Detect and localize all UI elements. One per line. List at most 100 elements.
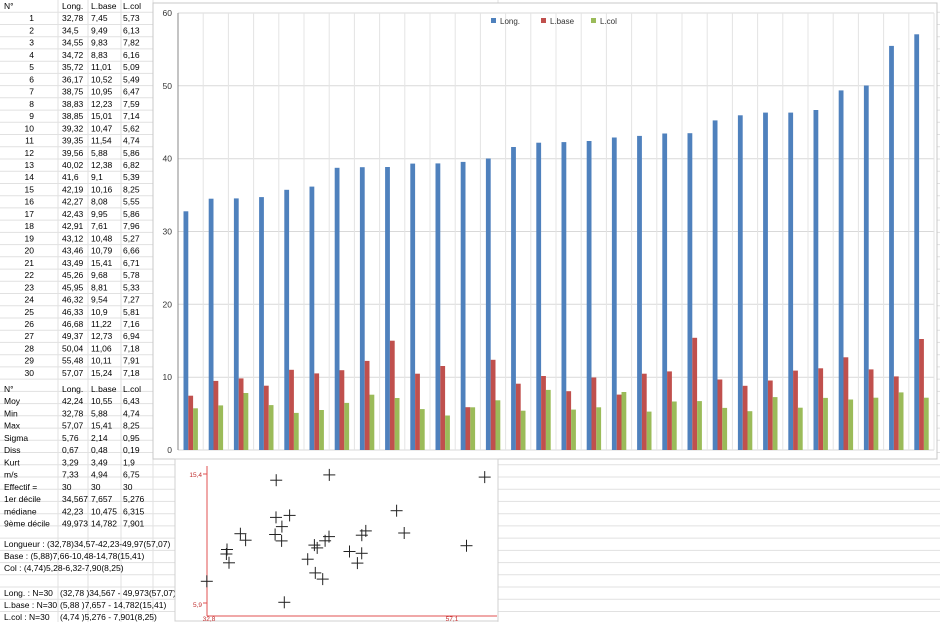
bar[interactable]	[697, 401, 702, 450]
table-cell-index[interactable]: 21	[25, 258, 35, 268]
stats-cell[interactable]: 57,07	[62, 421, 84, 431]
table-cell[interactable]: 5,86	[123, 148, 140, 158]
table-cell[interactable]: 10,47	[91, 123, 113, 133]
table-cell[interactable]: 6,47	[123, 87, 140, 97]
table-cell[interactable]: 9,68	[91, 270, 108, 280]
summary-line-longueur[interactable]: Longueur : (32,78)34,57-42,23-49,97(57,0…	[4, 539, 171, 549]
bar[interactable]	[385, 167, 390, 450]
count-label-base[interactable]: L.base : N=30	[4, 600, 57, 610]
bar[interactable]	[359, 167, 365, 450]
bar[interactable]	[289, 369, 294, 450]
count-range-col[interactable]: (4,74 )5,276 - 7,901(8,25)	[60, 612, 157, 622]
table-cell[interactable]: 11,01	[91, 62, 112, 72]
scatter-point[interactable]	[239, 534, 252, 547]
stats-row-label[interactable]: Max	[4, 421, 21, 431]
bar[interactable]	[843, 357, 849, 450]
stats-cell[interactable]: 6,75	[123, 470, 140, 480]
bar[interactable]	[616, 394, 622, 450]
table-cell-index[interactable]: 7	[29, 87, 34, 97]
stats-row-label[interactable]: Effectif =	[4, 482, 37, 492]
table-cell[interactable]: 39,32	[62, 123, 84, 133]
scatter-point[interactable]	[316, 573, 329, 586]
scatter-point[interactable]	[278, 596, 291, 609]
bar[interactable]	[893, 376, 899, 450]
table-cell[interactable]: 10,95	[91, 87, 113, 97]
scatter-x-tick-label[interactable]: 57,1	[446, 616, 459, 622]
scatter-point[interactable]	[460, 539, 473, 552]
table-cell[interactable]: 43,46	[62, 246, 84, 256]
bar[interactable]	[747, 411, 753, 450]
table-cell[interactable]: 10,52	[91, 74, 113, 84]
legend-label[interactable]: Long.	[500, 17, 520, 26]
bar[interactable]	[889, 45, 894, 451]
table-cell[interactable]: 12,23	[91, 99, 113, 109]
table-cell-index[interactable]: 20	[25, 246, 35, 256]
stats-cell[interactable]: 14,782	[91, 519, 117, 529]
table-cell[interactable]: 5,86	[123, 209, 140, 219]
table-cell[interactable]: 10,9	[91, 307, 108, 317]
table-cell-index[interactable]: 30	[25, 368, 35, 378]
table-cell-index[interactable]: 4	[29, 50, 34, 60]
stats-row-label[interactable]: 9ème décile	[4, 519, 50, 529]
bar[interactable]	[339, 370, 345, 450]
bar[interactable]	[646, 411, 652, 450]
scatter-point[interactable]	[270, 474, 283, 487]
bar[interactable]	[737, 115, 743, 451]
table-cell[interactable]: 42,27	[62, 197, 84, 207]
table-cell[interactable]: 38,75	[62, 87, 84, 97]
scatter-point[interactable]	[308, 539, 321, 552]
bar[interactable]	[511, 147, 516, 450]
table-cell[interactable]: 46,68	[62, 319, 84, 329]
bar[interactable]	[671, 401, 677, 451]
scatter-point[interactable]	[275, 520, 288, 533]
scatter-point[interactable]	[223, 556, 235, 569]
bar-chart[interactable]: 0 10 20 30 40 50 60 Long. L.base L.col	[152, 2, 938, 460]
bar[interactable]	[586, 141, 592, 450]
bar[interactable]	[495, 400, 501, 450]
bar[interactable]	[687, 133, 693, 450]
scatter-point[interactable]	[270, 511, 282, 524]
stats-cell[interactable]: 5,76	[62, 433, 79, 443]
stats-cell[interactable]: 7,33	[62, 470, 79, 480]
scatter-y-tick-label[interactable]: 5,9	[193, 602, 202, 609]
table-cell[interactable]: 10,79	[91, 246, 113, 256]
scatter-point[interactable]	[355, 547, 368, 560]
table-cell[interactable]: 46,33	[62, 307, 84, 317]
table-cell[interactable]: 42,91	[62, 221, 84, 231]
table-cell-index[interactable]: 10	[25, 123, 35, 133]
stats-cell[interactable]: 34,567	[62, 494, 88, 504]
table-cell[interactable]: 5,39	[123, 172, 140, 182]
bar[interactable]	[742, 385, 748, 450]
bar[interactable]	[369, 394, 375, 450]
bar[interactable]	[919, 339, 924, 450]
table-header-cell[interactable]: N°	[4, 1, 14, 11]
bar[interactable]	[263, 385, 269, 450]
bar[interactable]	[873, 397, 879, 450]
bar[interactable]	[662, 133, 668, 451]
stats-header-cell[interactable]: L.base	[91, 384, 117, 394]
scatter-point[interactable]	[275, 534, 288, 547]
table-cell[interactable]: 5,73	[123, 13, 140, 23]
stats-row-label[interactable]: Diss	[4, 445, 21, 455]
table-cell-index[interactable]: 24	[25, 295, 35, 305]
scatter-point[interactable]	[351, 557, 364, 570]
stats-cell[interactable]: 5,88	[91, 408, 108, 418]
table-cell[interactable]: 7,18	[123, 343, 140, 353]
bar-y-tick-label[interactable]: 0	[167, 445, 172, 455]
table-cell-index[interactable]: 15	[25, 184, 35, 194]
table-cell[interactable]: 7,16	[123, 319, 140, 329]
table-cell-index[interactable]: 13	[25, 160, 35, 170]
count-range-base[interactable]: (5,88 )7,657 - 14,782(15,41)	[60, 600, 166, 610]
table-cell-index[interactable]: 22	[25, 270, 35, 280]
bar[interactable]	[667, 371, 672, 450]
stats-cell[interactable]: 30	[62, 482, 72, 492]
count-range-long[interactable]: (32,78 )34,567 - 49,973(57,07)	[60, 588, 176, 598]
table-cell[interactable]: 49,37	[62, 331, 84, 341]
bar[interactable]	[465, 407, 471, 450]
scatter-point[interactable]	[323, 468, 336, 481]
bar[interactable]	[823, 397, 828, 450]
bar[interactable]	[818, 368, 824, 450]
table-cell-index[interactable]: 9	[29, 111, 34, 121]
table-cell[interactable]: 7,27	[123, 295, 140, 305]
bar[interactable]	[863, 85, 869, 451]
